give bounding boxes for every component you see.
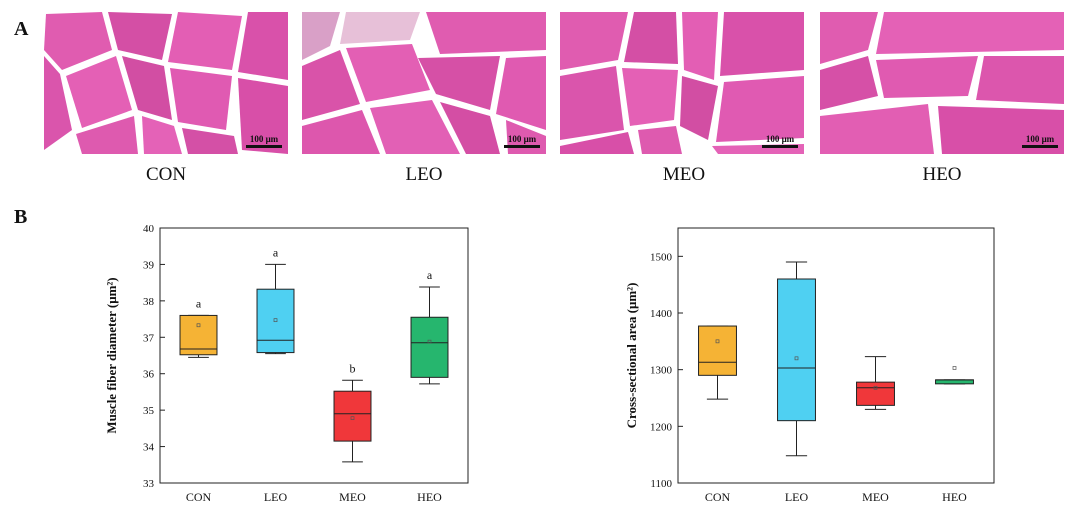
y-axis-label: Cross-sectional area (μm²) [624,283,639,429]
y-tick-label: 1200 [650,421,673,433]
y-tick-label: 1300 [650,365,673,377]
significance-letter: a [196,296,202,310]
y-tick-label: 35 [143,405,155,417]
significance-letter: a [427,268,433,282]
scale-bar-label: 100 μm [507,134,537,144]
x-tick-label: CON [186,490,212,504]
box-leo: a [256,245,295,355]
box-iqr [698,325,737,376]
x-tick-label: HEO [417,490,442,504]
plot-frame [159,227,469,484]
mean-marker [427,339,432,344]
micrograph-heo: 100 μm [818,10,1066,156]
box-heo [935,366,974,385]
box-leo [777,261,816,457]
group-label-heo: HEO [922,164,962,185]
group-label-con: CON [145,164,187,185]
significance-letter: a [273,245,279,259]
box-con [698,325,737,400]
cross-sectional-area-chart: 1100 1200 1300 1400 1500 Cross-sectional area… [624,227,995,504]
x-tick-label: LEO [785,490,809,504]
box-iqr [935,379,974,385]
significance-letter: b [350,361,356,375]
box-iqr [777,278,816,422]
scale-bar: 100 μm [246,134,282,148]
panel-a-label: A [14,18,29,40]
mean-marker [350,416,355,421]
x-tick-label: LEO [264,490,288,504]
y-tick-label: 37 [143,332,155,344]
x-tick-label: HEO [942,490,967,504]
scale-bar-label: 100 μm [249,134,279,144]
y-tick-label: 39 [143,259,155,271]
box-meo: b [333,361,372,463]
group-label-meo: MEO [662,164,706,185]
x-tick-label: MEO [339,490,366,504]
y-tick-label: 1100 [650,478,672,490]
y-tick-label: 33 [143,478,155,490]
scale-bar-label: 100 μm [1025,134,1055,144]
box-con: a [179,296,218,358]
muscle-tissue-image-leo [300,10,548,156]
y-tick-label: 38 [143,296,155,308]
scale-bar: 100 μm [504,134,540,148]
panel-b-label: B [14,206,28,228]
box-iqr [333,390,372,442]
muscle-tissue-image-heo [818,10,1066,156]
mean-marker [196,323,201,328]
group-label-leo: LEO [405,164,443,185]
muscle-tissue-image-con [42,10,290,156]
plot-frame [677,227,995,484]
muscle-tissue-image-meo [558,10,806,156]
scale-bar-label: 100 μm [765,134,795,144]
scale-bar: 100 μm [1022,134,1058,148]
y-tick-label: 40 [143,223,155,235]
y-tick-label: 34 [143,442,155,454]
x-tick-label: CON [705,490,731,504]
box-meo [856,356,895,410]
micrograph-con: 100 μm [42,10,290,156]
micrograph-meo: 100 μm [558,10,806,156]
mean-marker [794,356,799,361]
box-iqr [256,288,295,354]
mean-marker [952,366,957,370]
mean-marker [873,385,878,390]
box-iqr [856,381,895,406]
y-tick-label: 1500 [650,251,673,263]
y-tick-label: 1400 [650,308,673,320]
y-tick-label: 36 [143,369,155,381]
box-iqr [179,314,218,356]
box-heo: a [410,268,449,385]
mean-marker [273,318,278,323]
muscle-fiber-diameter-chart: 33 34 35 36 37 38 39 40 Muscle fiber diameter (μ… [104,223,469,504]
micrograph-leo: 100 μm [300,10,548,156]
box-iqr [410,316,449,378]
mean-marker [715,339,720,344]
y-axis-label: Muscle fiber diameter (μm²) [104,277,119,433]
x-tick-label: MEO [862,490,889,504]
scale-bar: 100 μm [762,134,798,148]
